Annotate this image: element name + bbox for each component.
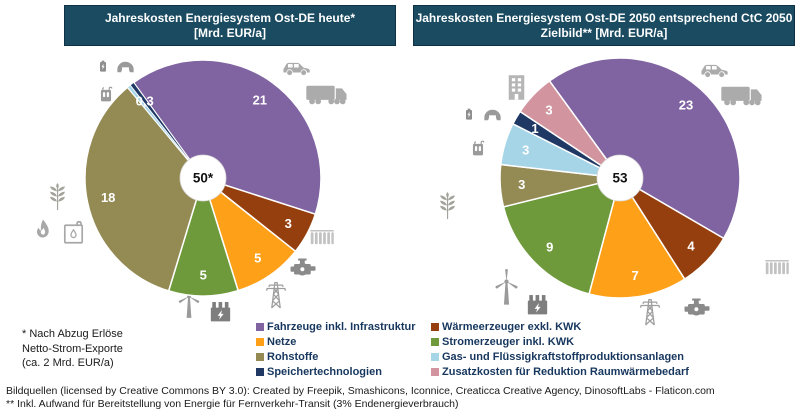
wheat-icon <box>432 190 463 221</box>
legend-item-w-rmeerzeuger-exkl-kwk: Wärmeerzeuger exkl. KWK <box>431 321 689 336</box>
slice-value-label-rohstoffe: 3 <box>518 177 525 192</box>
pie-slice-fahrzeuge-inkl-infrastruktur <box>548 57 741 240</box>
slice-value-label-stromerzeuger-inkl-kwk: 9 <box>546 240 553 255</box>
footer-notes: Bildquellen (licensed by Creative Common… <box>6 385 796 410</box>
pie-center-circle <box>596 154 644 202</box>
legend-swatch <box>431 368 439 376</box>
legend-label: Stromerzeuger inkl. KWK <box>442 336 575 348</box>
pie-slice-netze <box>588 177 686 299</box>
legend-item-stromerzeuger-inkl-kwk: Stromerzeuger inkl. KWK <box>431 336 689 351</box>
legend-label: Fahrzeuge inkl. Infrastruktur <box>267 321 416 333</box>
slice-value-label-fahrzeuge-inkl-infrastruktur: 23 <box>679 98 693 113</box>
slice-value-label-zusatzkosten-f-r-reduktion-raumw-rmebedarf: 3 <box>545 102 552 117</box>
pie-slice-zusatzkosten-f-r-reduktion-raumw-rmebedarf <box>519 80 621 179</box>
left-pie-chart: 21 3 5 5 18 0,3 50* <box>84 59 322 297</box>
legend-label: Rohstoffe <box>267 351 319 363</box>
legend-item-rohstoffe: Rohstoffe <box>256 351 416 366</box>
legend-swatch <box>431 338 439 346</box>
slice-value-label-netze: 7 <box>631 268 638 283</box>
legend-swatch <box>431 323 439 331</box>
legend-item-gas-und-fl-ssigkraftstoffproduktionsanlagen: Gas- und Flüssigkraftstoffproduktionsanl… <box>431 351 689 366</box>
slice-value-label-stromerzeuger-inkl-kwk: 5 <box>200 267 207 282</box>
slice-value-label-rohstoffe: 18 <box>101 190 115 205</box>
slice-value-label-gas-und-fl-ssigkraftstoffproduktionsanlagen: 3 <box>522 142 529 157</box>
pie-slice-stromerzeuger-inkl-kwk <box>502 177 621 295</box>
legend-swatch <box>256 353 264 361</box>
right-chart-title: Jahreskosten Energiesystem Ost-DE 2050 e… <box>413 5 795 46</box>
slice-value-label-fahrzeuge-inkl-infrastruktur: 21 <box>253 92 267 107</box>
pie-center-total: 53 <box>612 171 628 186</box>
pie-center-circle <box>179 154 227 202</box>
legend-item-zusatzkosten-f-r-reduktion-raumw-rmebedarf: Zusatzkosten für Reduktion Raumwärmebeda… <box>431 366 689 381</box>
export-deduction-note: * Nach Abzug Erlöse Netto-Strom-Exporte … <box>22 328 123 369</box>
legend-swatch <box>256 323 264 331</box>
pie-slice-fahrzeuge-inkl-infrastruktur <box>132 59 322 215</box>
legend-column-1: Fahrzeuge inkl. Infrastruktur Netze Rohsto… <box>256 321 416 381</box>
image-sources-note: Bildquellen (licensed by Creative Common… <box>6 385 715 397</box>
transit-footnote: ** Inkl. Aufwand für Bereitstellung von … <box>6 397 459 410</box>
slice-value-label-netze: 5 <box>254 250 261 265</box>
slice-value-label-speichertechnologien: 1 <box>531 121 538 136</box>
legend-label: Netze <box>267 336 297 348</box>
legend-item-netze: Netze <box>256 336 416 351</box>
slice-value-label-speichertechnologien: 0,3 <box>136 93 154 108</box>
legend-swatch <box>256 368 264 376</box>
legend-item-speichertechnologien: Speichertechnologien <box>256 366 416 381</box>
left-chart-title: Jahreskosten Energiesystem Ost-DE heute*… <box>64 5 396 46</box>
pie-slice-rohstoffe <box>84 86 204 292</box>
pie-slice-speichertechnologien <box>129 82 204 179</box>
legend-item-fahrzeuge-inkl-infrastruktur: Fahrzeuge inkl. Infrastruktur <box>256 321 416 336</box>
legend-swatch <box>256 338 264 346</box>
slice-value-label-w-rmeerzeuger-exkl-kwk: 4 <box>687 239 695 254</box>
slice-value-label-w-rmeerzeuger-exkl-kwk: 3 <box>285 216 292 231</box>
radiator-icon <box>762 252 792 282</box>
legend-label: Zusatzkosten für Reduktion Raumwärmebeda… <box>442 366 689 378</box>
legend-column-2: Wärmeerzeuger exkl. KWK Stromerzeuger ink… <box>431 321 689 381</box>
pie-center-total: 50* <box>193 171 214 186</box>
legend-label: Gas- und Flüssigkraftstoffproduktionsanl… <box>442 351 685 363</box>
battery-icon <box>461 106 477 122</box>
legend-swatch <box>431 353 439 361</box>
flame-icon <box>31 217 55 241</box>
legend-label: Wärmeerzeuger exkl. KWK <box>442 321 582 333</box>
legend-label: Speichertechnologien <box>267 366 382 378</box>
